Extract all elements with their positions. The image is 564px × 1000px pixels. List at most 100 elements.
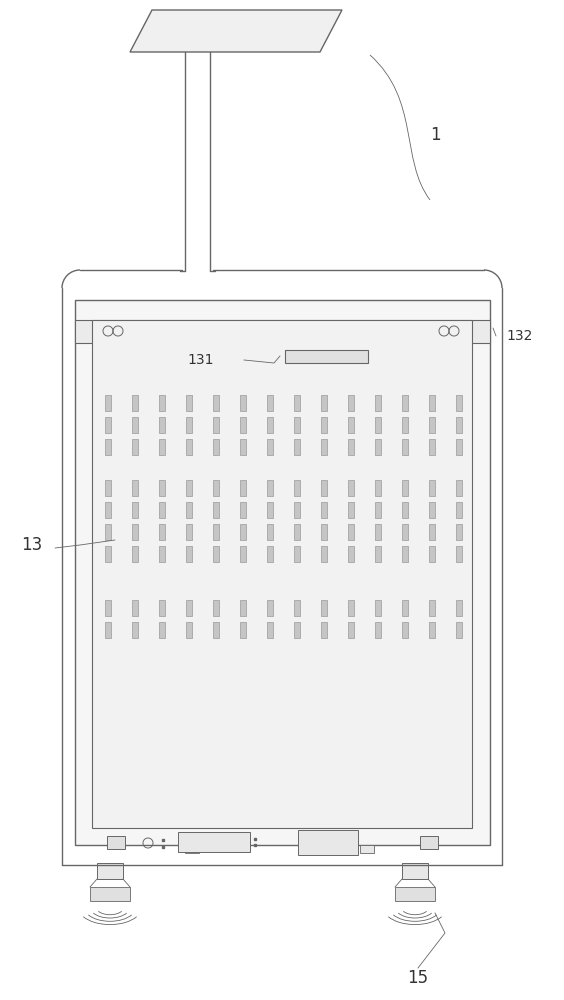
Bar	[348, 622, 354, 638]
Bar	[132, 417, 138, 433]
Bar	[375, 439, 381, 455]
Bar	[267, 546, 273, 562]
Bar	[402, 439, 408, 455]
Bar	[97, 863, 123, 879]
Bar	[185, 845, 199, 853]
Bar	[294, 502, 300, 518]
Bar	[429, 417, 435, 433]
Bar	[213, 480, 219, 496]
Bar	[348, 524, 354, 540]
Bar	[159, 417, 165, 433]
Bar	[348, 417, 354, 433]
Text: 132: 132	[506, 329, 532, 343]
Bar	[348, 480, 354, 496]
Bar	[267, 524, 273, 540]
Bar	[321, 395, 327, 411]
Bar	[240, 546, 246, 562]
Bar	[186, 546, 192, 562]
Bar	[186, 417, 192, 433]
Bar	[240, 524, 246, 540]
Bar	[360, 845, 374, 853]
Bar	[213, 622, 219, 638]
Bar	[348, 502, 354, 518]
Bar	[395, 887, 435, 901]
Bar	[348, 600, 354, 616]
Bar	[159, 439, 165, 455]
Bar	[159, 622, 165, 638]
Bar	[186, 502, 192, 518]
Bar	[456, 600, 462, 616]
Text: 13: 13	[21, 536, 43, 554]
Bar	[92, 320, 472, 828]
Bar	[213, 395, 219, 411]
Bar	[375, 622, 381, 638]
Bar	[456, 502, 462, 518]
Bar	[294, 395, 300, 411]
Bar	[294, 622, 300, 638]
Bar	[240, 480, 246, 496]
Bar	[186, 524, 192, 540]
Bar	[240, 417, 246, 433]
Bar	[321, 417, 327, 433]
Bar	[132, 546, 138, 562]
Bar	[294, 524, 300, 540]
Bar	[159, 600, 165, 616]
Bar	[267, 622, 273, 638]
Bar	[90, 887, 130, 901]
Bar	[321, 524, 327, 540]
Text: 131: 131	[187, 353, 214, 367]
Bar	[105, 480, 111, 496]
Bar	[132, 524, 138, 540]
Bar	[375, 524, 381, 540]
Bar	[348, 546, 354, 562]
Bar	[348, 395, 354, 411]
Bar	[107, 836, 125, 849]
Bar	[213, 546, 219, 562]
Bar	[240, 622, 246, 638]
Bar	[213, 417, 219, 433]
Bar	[159, 480, 165, 496]
Bar	[456, 546, 462, 562]
Bar	[429, 524, 435, 540]
Bar	[456, 622, 462, 638]
Bar	[375, 600, 381, 616]
Bar	[402, 524, 408, 540]
Bar	[298, 830, 358, 855]
Bar	[186, 480, 192, 496]
Bar	[132, 480, 138, 496]
Bar	[294, 439, 300, 455]
Bar	[375, 417, 381, 433]
Bar	[429, 439, 435, 455]
Bar	[402, 863, 428, 879]
Bar	[456, 395, 462, 411]
Bar	[186, 622, 192, 638]
Bar	[420, 836, 438, 849]
Bar	[105, 395, 111, 411]
Bar	[178, 832, 250, 852]
Bar	[105, 546, 111, 562]
Bar	[294, 417, 300, 433]
Bar	[294, 480, 300, 496]
Bar	[429, 480, 435, 496]
Bar	[456, 417, 462, 433]
Bar	[402, 417, 408, 433]
Bar	[186, 439, 192, 455]
Bar	[267, 502, 273, 518]
Text: 15: 15	[407, 969, 429, 987]
Bar	[240, 439, 246, 455]
Bar	[321, 502, 327, 518]
Bar	[213, 502, 219, 518]
Bar	[375, 480, 381, 496]
Bar	[402, 622, 408, 638]
Bar	[456, 480, 462, 496]
Bar	[402, 600, 408, 616]
Bar	[267, 395, 273, 411]
Bar	[267, 480, 273, 496]
Bar	[402, 546, 408, 562]
Bar	[105, 502, 111, 518]
Bar	[186, 395, 192, 411]
Bar	[240, 502, 246, 518]
Bar	[267, 600, 273, 616]
Bar	[132, 439, 138, 455]
Bar	[267, 417, 273, 433]
